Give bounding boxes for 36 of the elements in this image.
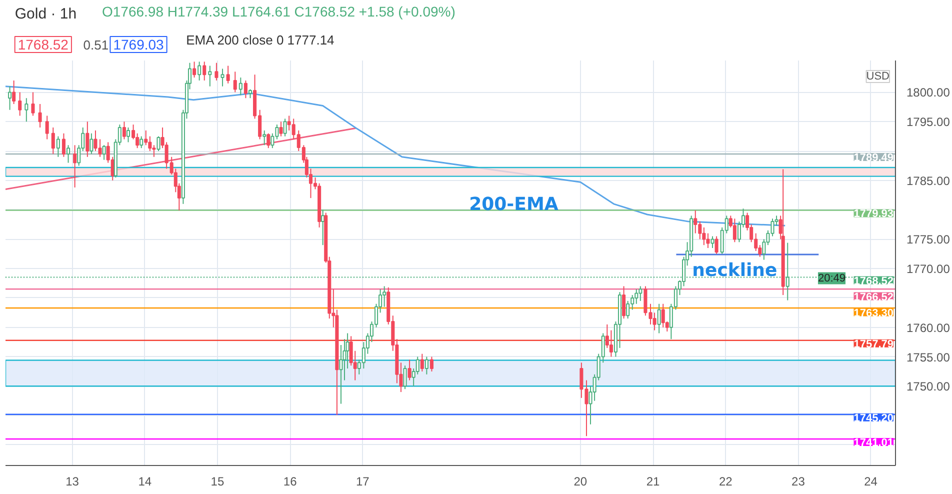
y-tick-label: 1795.00 [906,115,950,130]
y-tick-label: 1785.00 [906,174,950,188]
annotation: 20:49 [818,272,846,284]
ref-line-label: 1763.30 [854,307,894,320]
x-tick-label: 17 [356,474,370,488]
y-tick-label: 1750.00 [906,380,950,394]
y-tick-label: 1755.00 [906,350,950,364]
x-tick-label: 23 [792,474,806,488]
ref-line-label: 1741.01 [854,436,894,449]
text: 0.51 [83,38,109,52]
text: 1768.52 [18,36,69,52]
x-tick-label: 24 [864,474,878,488]
y-tick-label: 1760.00 [906,320,950,335]
annotation: neckline [692,260,778,281]
y-tick-label: 1770.00 [906,262,950,276]
ref-line-label: 1779.93 [854,208,894,220]
x-tick-label: 15 [210,474,224,488]
ref-line-label: 1757.79 [854,338,894,350]
y-tick-label: 1800.00 [906,86,950,100]
x-tick-label: 13 [66,474,80,488]
x-tick-label: 20 [574,474,588,488]
x-tick-label: 21 [646,474,660,488]
text: 1769.03 [113,36,164,52]
x-tick-label: 16 [283,474,298,488]
annotation: USD [866,70,890,82]
ref-line-label: 1789.49 [854,152,894,164]
annotation: 200-EMA [469,194,558,215]
ref-line-label: 1766.52 [854,291,894,304]
text: O1766.98 H1774.39 L1764.61 C1768.52 +1.58 (+0.09%) [102,4,456,20]
x-tick-label: 14 [138,474,152,488]
chart-title: Gold · 1h [14,6,77,22]
y-tick-label: 1775.00 [906,232,950,247]
x-tick-label: 22 [718,474,733,488]
text: EMA 200 close 0 1777.14 [186,32,334,48]
ref-line-label: 1745.20 [854,412,894,424]
ref-line-label: 1768.52 [854,275,894,288]
